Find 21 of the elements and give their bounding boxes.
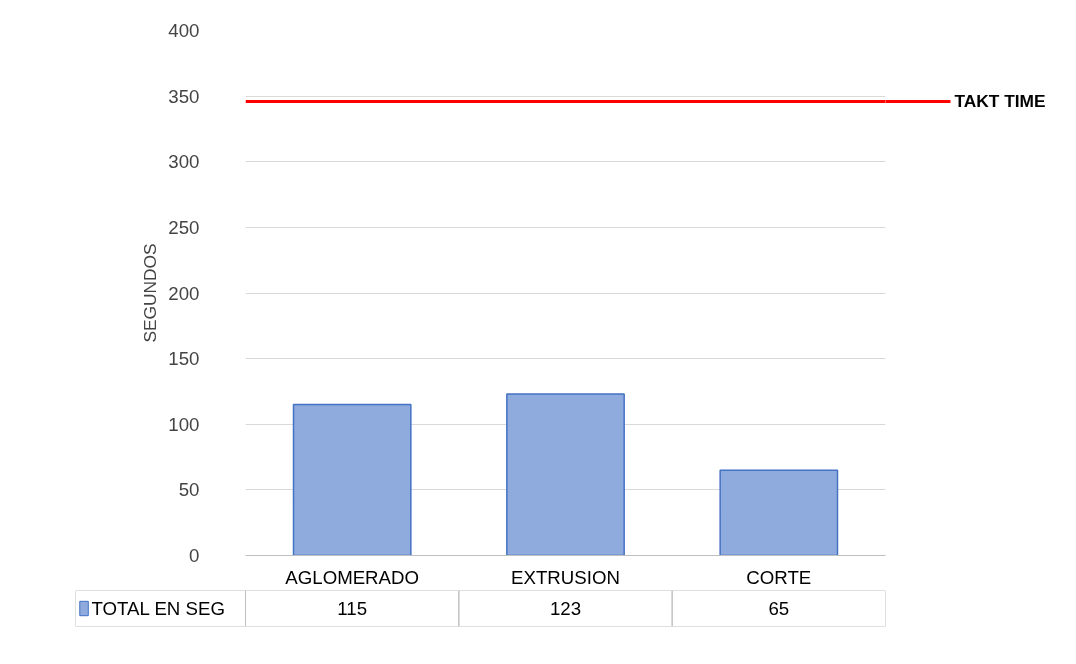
data-label: 65 <box>768 598 790 619</box>
y-tick-label: 300 <box>168 151 200 173</box>
y-tick-label: 250 <box>168 216 200 238</box>
legend-label: TOTAL EN SEG <box>91 598 225 619</box>
y-tick-label: 350 <box>168 85 200 107</box>
data-label: 115 <box>337 598 368 619</box>
bar <box>719 469 839 556</box>
y-tick-label: 100 <box>168 413 200 435</box>
x-tick-label: AGLOMERADO <box>285 566 420 588</box>
bar <box>292 403 412 556</box>
x-tick-label: CORTE <box>746 566 812 588</box>
x-tick-label: EXTRUSION <box>511 566 620 588</box>
y-tick-label: 0 <box>189 545 200 566</box>
y-axis-title: SEGUNDOS <box>140 243 161 343</box>
y-tick-label: 200 <box>168 282 200 304</box>
ref-line-label: TAKT TIME <box>954 91 1046 112</box>
y-tick-label: 400 <box>168 20 200 41</box>
bar <box>506 393 625 556</box>
y-tick-label: 50 <box>178 479 200 501</box>
data-label: 123 <box>549 598 582 619</box>
y-tick-label: 150 <box>168 348 200 370</box>
